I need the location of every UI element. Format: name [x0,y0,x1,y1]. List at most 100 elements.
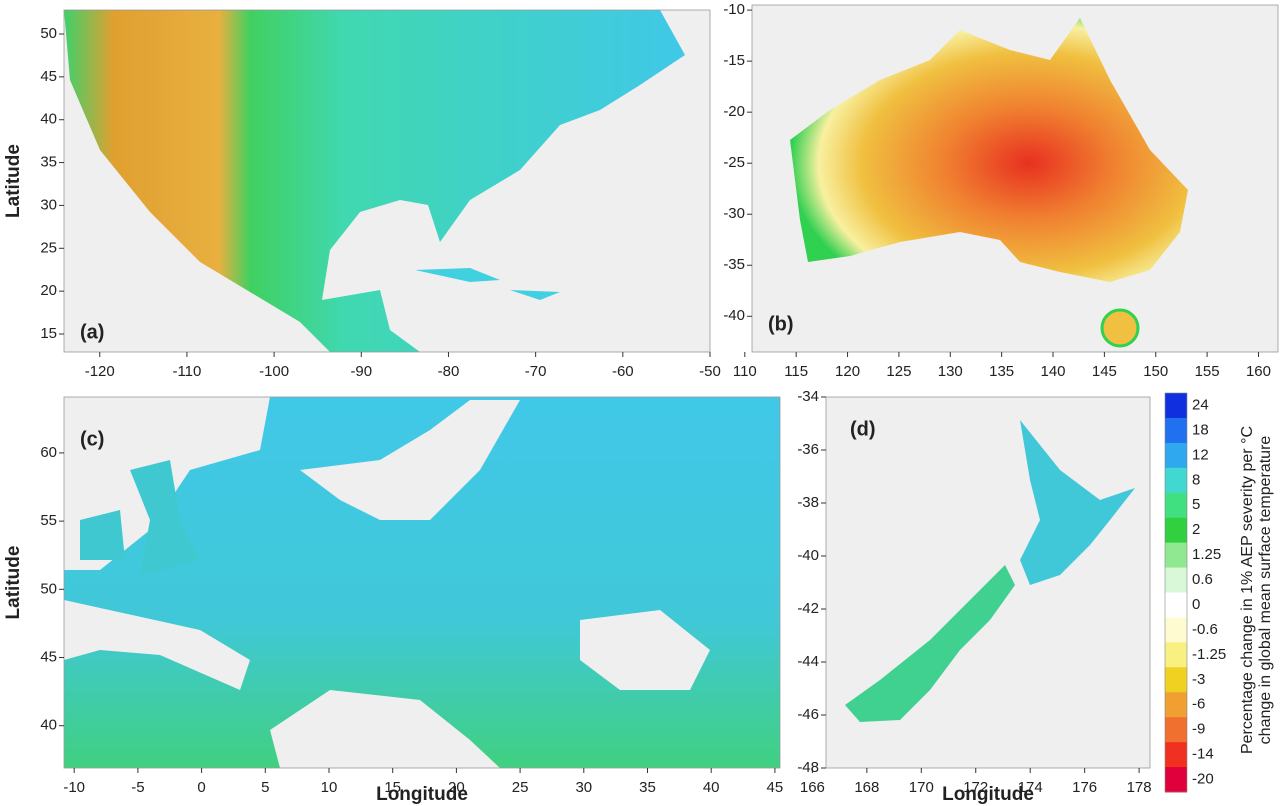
colorbar-label: 12 [1192,446,1209,463]
x-tick-label: 130 [938,363,963,380]
y-tick-label: 55 [40,512,57,529]
x-tick-label: 45 [767,779,784,796]
y-tick-label: 30 [40,196,57,213]
x-tick-label: 110 [733,363,757,380]
x-tick-label: 176 [1072,779,1097,796]
x-tick-label: 125 [886,363,911,380]
y-tick-label: -10 [723,1,745,18]
colorbar-swatch [1165,492,1187,519]
north-america [64,10,685,352]
x-axis-label: Longitude [376,784,468,805]
y-tick-label: 45 [40,648,57,665]
caribbean [415,268,560,300]
y-tick-label: 40 [40,111,57,128]
x-tick-label: 15 [384,779,401,796]
x-axis-label: Longitude [942,784,1034,805]
colorbar-swatch [1165,567,1187,593]
colorbar-swatch [1165,667,1187,693]
colorbar-label: -1.25 [1192,646,1226,663]
colorbar-label: 5 [1192,496,1200,513]
british-isles [80,460,200,575]
nz-south [845,565,1015,722]
y-tick-label: -30 [723,205,745,222]
colorbar-swatch [1165,393,1187,419]
colorbar-title: Percentage change in 1% AEP severity per… [1239,426,1256,754]
land [64,10,1188,768]
y-tick-label: -46 [797,706,819,723]
colorbar-swatch [1165,542,1187,569]
x-tick-label: 155 [1195,363,1220,380]
y-tick-label: -40 [723,307,745,324]
panel-label: (a) [80,321,104,343]
x-tick-label: 160 [1246,363,1271,380]
colorbar-label: 0 [1192,596,1200,613]
colorbar-swatch [1165,467,1187,494]
x-tick-label: -80 [438,363,460,380]
colorbar-label: 24 [1192,396,1209,413]
seas [64,397,710,768]
colorbar-swatch [1165,617,1187,643]
colorbar-swatch [1165,767,1187,793]
y-tick-label: -25 [723,154,745,171]
colorbar-label: 0.6 [1192,571,1213,588]
y-tick-label: 60 [40,444,57,461]
y-tick-label: 50 [40,25,57,42]
x-tick-label: 135 [989,363,1014,380]
panel-frame [63,396,781,769]
x-tick-label: -60 [612,363,634,380]
x-tick-label: -10 [63,779,85,796]
colorbar-label: -20 [1192,771,1214,788]
x-tick-label: 178 [1127,779,1152,796]
colorbar-label: 2 [1192,521,1200,538]
x-tick-label: 40 [703,779,720,796]
x-tick-label: 140 [1040,363,1065,380]
x-tick-label: -50 [699,363,721,380]
colorbar-swatch [1165,442,1187,469]
y-tick-label: -42 [797,600,819,617]
colorbar-swatch [1165,642,1187,668]
x-tick-label: 174 [1018,779,1043,796]
panel-frame [63,9,711,353]
panel-label: (b) [768,313,794,335]
x-tick-label: -120 [85,363,115,380]
x-tick-label: 168 [854,779,879,796]
nz-north [1020,420,1135,585]
axes: -120 -110 -100 -90 -80 -70 -60 -501520253035404… [3,1,1279,805]
x-tick-label: -5 [131,779,144,796]
colorbar-swatch [1165,517,1187,544]
colorbar-frame [1164,392,1188,793]
x-tick-label: -100 [259,363,289,380]
x-tick-label: 115 [784,363,808,380]
y-tick-label: 35 [40,154,57,171]
colorbar-swatch [1165,692,1187,718]
colorbar-swatch [1165,592,1187,618]
y-tick-label: -20 [723,103,745,120]
x-tick-label: -110 [172,363,201,380]
y-axis-label: Latitude [3,144,24,218]
y-tick-label: -15 [723,52,745,69]
x-tick-label: 170 [909,779,934,796]
y-tick-label: -40 [797,547,819,564]
colorbar-swatch [1165,417,1187,444]
y-tick-label: -38 [797,494,819,511]
colorbar-swatch [1165,717,1187,743]
x-tick-label: 10 [321,779,338,796]
y-tick-label: -48 [797,759,819,776]
x-tick-label: 166 [800,779,825,796]
y-tick-label: 45 [40,68,57,85]
y-tick-label: -36 [797,441,819,458]
y-tick-label: 25 [40,239,57,256]
x-tick-label: 0 [197,779,205,796]
colorbar-label: 1.25 [1192,546,1221,563]
x-tick-label: 25 [512,779,529,796]
panel-frame [825,396,1151,769]
y-tick-label: 15 [40,325,57,342]
x-tick-label: -90 [350,363,372,380]
x-tick-label: 145 [1092,363,1117,380]
y-tick-label: -34 [797,388,819,405]
x-tick-label: 30 [575,779,592,796]
y-tick-label: -35 [723,256,745,273]
y-axis-label: Latitude [3,546,24,620]
